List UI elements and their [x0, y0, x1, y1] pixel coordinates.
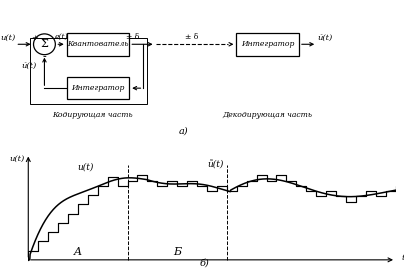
- Bar: [236, 33, 299, 56]
- Text: Σ: Σ: [40, 39, 48, 49]
- Text: u(t): u(t): [77, 162, 93, 171]
- Bar: [30, 39, 147, 104]
- Text: Интегратор: Интегратор: [71, 84, 125, 92]
- Text: Квантователь: Квантователь: [67, 40, 129, 48]
- Text: e(t): e(t): [54, 33, 68, 41]
- Bar: [67, 33, 129, 56]
- Text: ũ(t): ũ(t): [21, 61, 37, 70]
- Text: ũ(t): ũ(t): [318, 34, 333, 42]
- Text: ± δ: ± δ: [185, 33, 198, 41]
- Text: Кодирующая часть: Кодирующая часть: [53, 111, 133, 119]
- Text: Декодирующая часть: Декодирующая часть: [223, 111, 312, 119]
- Text: ũ(t): ũ(t): [208, 161, 224, 170]
- Text: Интегратор: Интегратор: [241, 40, 295, 48]
- Text: u(t): u(t): [10, 155, 25, 163]
- Text: A: A: [74, 247, 82, 257]
- Text: б): б): [200, 259, 210, 268]
- Text: Б: Б: [173, 247, 181, 257]
- Text: u(t): u(t): [0, 34, 16, 42]
- Text: +: +: [31, 34, 38, 43]
- Bar: [67, 77, 129, 99]
- Text: -: -: [42, 52, 46, 62]
- Text: а): а): [179, 126, 189, 135]
- Text: ± δ: ± δ: [126, 33, 139, 41]
- Text: t: t: [402, 254, 404, 262]
